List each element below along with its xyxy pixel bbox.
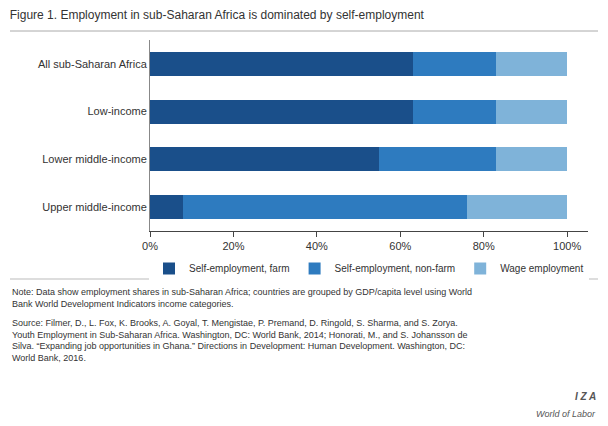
svg-text:I Z A: I Z A	[575, 391, 596, 402]
svg-text:60%: 60%	[389, 240, 411, 252]
svg-text:All sub-Saharan Africa: All sub-Saharan Africa	[38, 58, 148, 70]
svg-text:Lower middle-income: Lower middle-income	[42, 153, 147, 165]
svg-text:20%: 20%	[222, 240, 244, 252]
svg-text:World of Labor: World of Labor	[536, 409, 596, 419]
svg-text:Source: Filmer, D., L. Fox, K.: Source: Filmer, D., L. Fox, K. Brooks, A…	[12, 318, 467, 363]
svg-text:Figure 1. Employment in sub-Sa: Figure 1. Employment in sub-Saharan Afri…	[10, 8, 425, 22]
svg-text:80%: 80%	[473, 240, 495, 252]
svg-text:Self-employment, farm: Self-employment, farm	[189, 263, 290, 274]
svg-text:Self-employment, non-farm: Self-employment, non-farm	[335, 263, 456, 274]
svg-text:Low-income: Low-income	[87, 105, 146, 117]
svg-text:40%: 40%	[306, 240, 328, 252]
svg-text:Upper middle-income: Upper middle-income	[42, 201, 147, 213]
svg-text:Note: Data show employment sha: Note: Data show employment shares in sub…	[12, 287, 472, 309]
svg-text:100%: 100%	[553, 240, 581, 252]
svg-text:0%: 0%	[142, 240, 158, 252]
svg-text:Wage employment: Wage employment	[500, 263, 583, 274]
